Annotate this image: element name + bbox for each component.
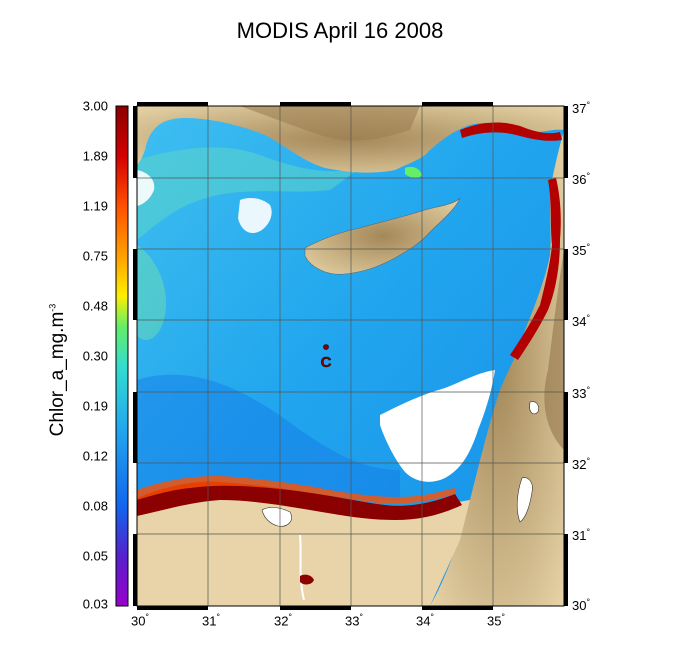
- degree-symbol: °: [586, 526, 591, 537]
- latitude-tick: 36°: [572, 171, 590, 187]
- colorbar-tick: 1.89: [82, 148, 108, 164]
- sea-patch-green-north: [137, 147, 360, 240]
- bloom-iskenderun: [405, 166, 422, 178]
- colorbar-tick: 0.30: [82, 348, 108, 364]
- latitude-tick-value: 34: [572, 314, 587, 330]
- latitude-tick-value: 33: [572, 386, 587, 402]
- latitude-tick-value: 32: [572, 457, 587, 473]
- cyprus: [304, 197, 461, 275]
- degree-symbol: °: [216, 612, 221, 622]
- longitude-tick: 35°: [487, 612, 505, 628]
- latitude-tick: 31°: [572, 527, 590, 543]
- longitude-tick-value: 30: [130, 613, 146, 629]
- sea-patch-deep-south: [137, 374, 400, 500]
- degree-symbol: °: [586, 241, 591, 252]
- cloud-patch-east-small: [529, 401, 539, 415]
- latitude-tick: 30°: [572, 597, 590, 613]
- bloom-levant-coast: [510, 178, 561, 360]
- latitude-tick: 37°: [572, 100, 590, 116]
- degree-symbol: °: [288, 612, 293, 622]
- degree-symbol: °: [359, 612, 364, 622]
- colorbar-tick: 0.19: [82, 398, 108, 414]
- latitude-tick-value: 31: [572, 528, 587, 544]
- degree-symbol: °: [586, 384, 591, 395]
- colorbar-tick: 0.48: [82, 298, 108, 314]
- degree-symbol: °: [586, 99, 591, 110]
- longitude-tick-value: 34: [415, 613, 431, 629]
- latitude-tick-value: 37: [572, 101, 587, 117]
- frame-ticks: [133, 102, 568, 610]
- longitude-tick-value: 32: [273, 613, 289, 629]
- cloud-patch-south-east: [380, 370, 495, 482]
- latitude-tick-value: 35: [572, 243, 587, 259]
- station-label: C: [321, 354, 332, 371]
- latitude-tick-value: 30: [572, 598, 587, 614]
- latitude-tick: 34°: [572, 313, 590, 329]
- nile-river: [299, 534, 305, 601]
- colorbar-tick: 0.08: [82, 498, 108, 514]
- longitude-tick: 33°: [345, 612, 363, 628]
- sea-patch-green-west: [137, 245, 167, 340]
- colorbar-tick: 0.12: [82, 448, 108, 464]
- bloom-south-fringe: [137, 476, 455, 504]
- nile-delta-lakes: [261, 507, 292, 527]
- longitude-tick: 34°: [416, 612, 434, 628]
- latitude-tick: 35°: [572, 242, 590, 258]
- degree-symbol: °: [501, 612, 506, 622]
- longitude-tick-value: 35: [486, 613, 502, 629]
- longitude-tick: 31°: [202, 612, 220, 628]
- degree-symbol: °: [586, 312, 591, 323]
- latitude-tick: 33°: [572, 385, 590, 401]
- colorbar: [115, 105, 129, 607]
- colorbar-tick: 1.19: [82, 198, 108, 214]
- degree-symbol: °: [586, 596, 591, 607]
- longitude-tick: 32°: [274, 612, 292, 628]
- station-marker: [323, 344, 329, 350]
- land-east-highlands: [544, 250, 564, 450]
- cloud-patch-north-west: [238, 197, 272, 234]
- degree-symbol: °: [145, 612, 150, 622]
- degree-symbol: °: [430, 612, 435, 622]
- latitude-tick-value: 36: [572, 172, 587, 188]
- cloud-patch-west: [137, 170, 155, 206]
- degree-symbol: °: [586, 455, 591, 466]
- degree-symbol: °: [586, 170, 591, 181]
- land-north-highlands: [240, 106, 420, 141]
- colorbar-tick: 0.03: [82, 596, 108, 612]
- cloud-patch-sinai: [516, 477, 533, 523]
- map-title: MODIS April 16 2008: [236, 18, 444, 43]
- colorbar-tick: 0.05: [82, 548, 108, 564]
- bloom-south-coast: [137, 481, 462, 520]
- bloom-turkey-coast: [460, 122, 562, 141]
- longitude-tick-value: 33: [344, 613, 360, 629]
- colorbar-tick: 3.00: [82, 98, 108, 114]
- map-area: C: [137, 106, 564, 606]
- grid: [137, 106, 564, 606]
- longitude-tick: 30°: [131, 612, 149, 628]
- latitude-tick: 32°: [572, 456, 590, 472]
- red-spot-south: [300, 574, 314, 585]
- longitude-tick-value: 31: [201, 613, 217, 629]
- colorbar-tick: 0.75: [82, 248, 108, 264]
